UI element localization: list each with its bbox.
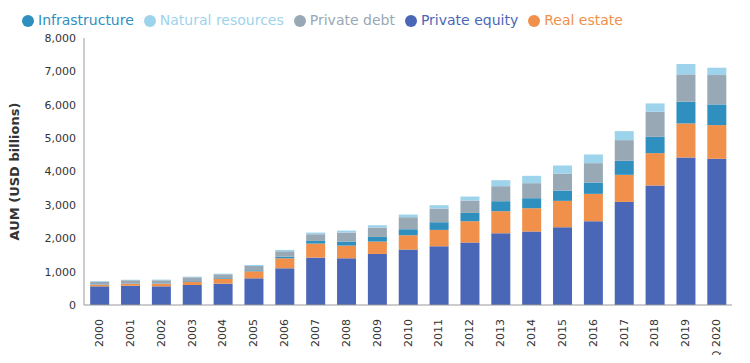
svg-text:2011: 2011	[432, 319, 445, 347]
svg-text:2012: 2012	[463, 319, 476, 347]
svg-text:2017: 2017	[618, 319, 631, 347]
svg-text:AUM (USD billions): AUM (USD billions)	[8, 103, 22, 241]
html-text:Private debt: Private debt	[309, 12, 395, 28]
svg-text:3,000: 3,000	[45, 199, 77, 212]
svg-text:2019: 2019	[679, 319, 692, 347]
html-text:Private equity: Private equity	[420, 12, 519, 28]
svg-text:4,000: 4,000	[45, 165, 77, 178]
html-text:Natural resources: Natural resources	[159, 12, 284, 28]
svg-text:2,000: 2,000	[45, 232, 77, 245]
svg-text:5,000: 5,000	[45, 132, 77, 145]
svg-text:2015: 2015	[556, 319, 569, 347]
svg-text:2010: 2010	[402, 319, 415, 347]
svg-text:2014: 2014	[525, 319, 538, 347]
svg-text:6,000: 6,000	[45, 99, 77, 112]
svg-text:2013: 2013	[494, 319, 507, 347]
svg-text:7,000: 7,000	[45, 65, 77, 78]
svg-text:2009: 2009	[371, 319, 384, 347]
svg-text:1Q 2020: 1Q 2020	[710, 319, 723, 355]
svg-text:2016: 2016	[587, 319, 600, 347]
svg-text:2006: 2006	[278, 319, 291, 347]
html-text:Infrastructure: Infrastructure	[38, 12, 134, 28]
svg-text:2001: 2001	[124, 319, 137, 347]
svg-text:2018: 2018	[648, 319, 661, 347]
svg-text:2003: 2003	[186, 319, 199, 347]
svg-text:0: 0	[69, 299, 76, 312]
svg-text:2008: 2008	[340, 319, 353, 347]
svg-text:2004: 2004	[216, 319, 229, 347]
html-text:Real estate: Real estate	[544, 12, 623, 28]
svg-text:2000: 2000	[93, 319, 106, 347]
svg-text:8,000: 8,000	[45, 32, 77, 45]
svg-text:2007: 2007	[309, 319, 322, 347]
svg-text:2005: 2005	[247, 319, 260, 347]
svg-text:1,000: 1,000	[45, 266, 77, 279]
svg-text:2002: 2002	[155, 319, 168, 347]
